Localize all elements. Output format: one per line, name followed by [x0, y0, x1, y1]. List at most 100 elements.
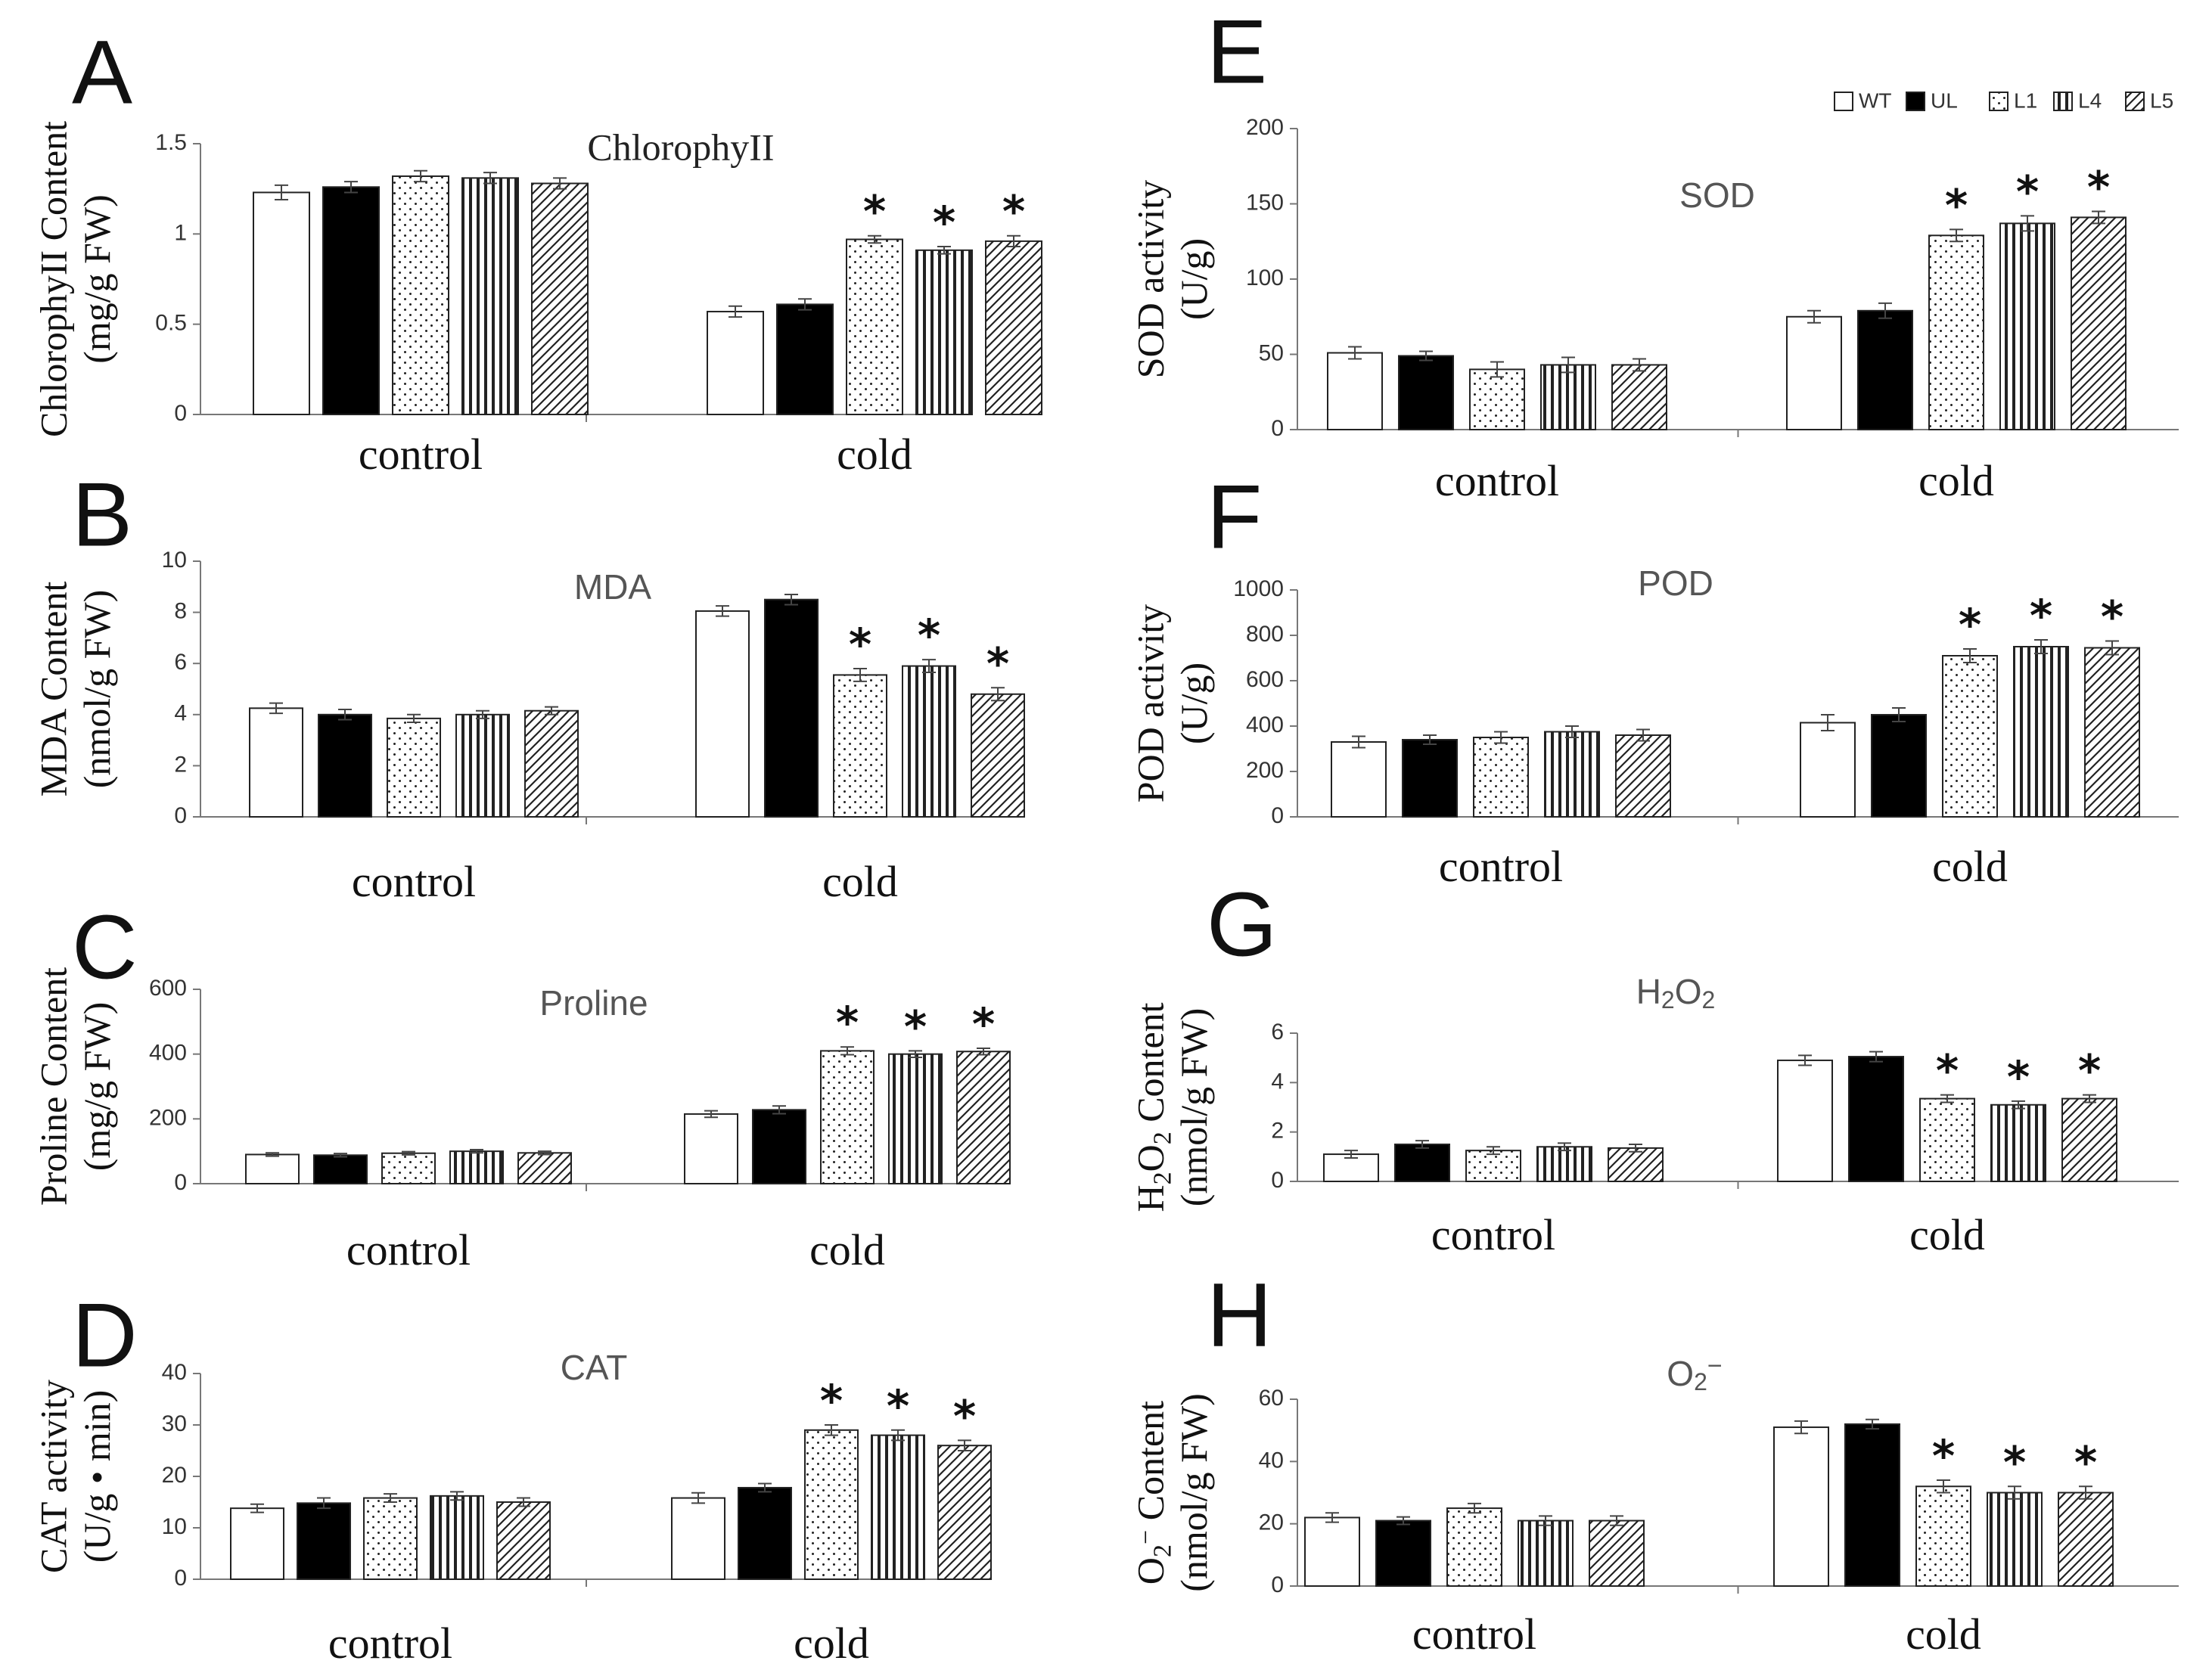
category-label: cold — [1906, 1609, 1981, 1659]
y-tick-label: 6 — [1271, 1020, 1284, 1045]
bar-l4-control — [1518, 1519, 1574, 1588]
bar-l1-cold — [804, 1429, 859, 1581]
significance-marker: * — [986, 638, 1009, 689]
bar-wt-control — [230, 1507, 284, 1581]
bar-wt-cold — [684, 1113, 738, 1184]
y-tick-label: 10 — [162, 1514, 187, 1539]
bar-l5-control — [517, 1152, 572, 1185]
y-axis-label: ChlorophyII Content(mg/g FW) — [33, 121, 119, 437]
bar-l1-control — [387, 717, 441, 818]
y-tick-label: 0 — [1271, 1168, 1284, 1193]
category-label: cold — [1918, 456, 1994, 505]
category-label: control — [352, 857, 476, 906]
y-tick-label: 800 — [1246, 622, 1284, 647]
bar-l5-cold — [937, 1445, 992, 1580]
bar-l1-cold — [1928, 234, 1984, 430]
y-tick-label: 2 — [1271, 1119, 1284, 1144]
y-tick-label: 10 — [162, 548, 187, 573]
panel-g: G H2O2 H2O2 Content(nmol/g FW) 0 2 4 6 control *… — [1129, 874, 2179, 1259]
y-tick-label: 30 — [162, 1411, 187, 1436]
bar-l4-cold — [902, 665, 956, 818]
significance-marker: * — [820, 1375, 843, 1426]
chart-title: MDA — [574, 567, 652, 607]
bar-l5-cold — [2071, 216, 2127, 430]
significance-marker: * — [836, 997, 859, 1048]
bar-ul-control — [1398, 355, 1454, 430]
bar-wt-cold — [671, 1497, 725, 1581]
bar-l4-cold — [2013, 646, 2069, 818]
y-axis-label: O2− Content(nmol/g FW) — [1129, 1393, 1216, 1591]
bar-ul-control — [1375, 1519, 1431, 1588]
legend-swatch-l1 — [1989, 92, 2009, 111]
bar-l5-control — [524, 709, 579, 818]
bar-l1-cold — [833, 674, 887, 818]
significance-marker: * — [953, 1390, 976, 1442]
legend-label: L1 — [2014, 88, 2037, 112]
significance-marker: * — [863, 186, 886, 237]
category-label: cold — [1932, 842, 2008, 891]
chart-title: O2− — [1667, 1352, 1722, 1395]
bar-l5-control — [1615, 734, 1671, 818]
y-tick-label: 6 — [174, 650, 187, 675]
panel-b: B MDA MDA Content(nmol/g FW) 0 2 4 6 8 10 control… — [33, 464, 1025, 906]
bar-wt-control — [245, 1153, 300, 1184]
y-tick-label: 40 — [162, 1360, 187, 1385]
bar-l1-control — [392, 175, 449, 416]
bar-l4-cold — [1987, 1492, 2043, 1587]
panel-label: C — [72, 897, 138, 998]
y-tick-label: 0 — [174, 1170, 187, 1195]
y-tick-label: 2 — [174, 752, 187, 777]
bar-l4-cold — [888, 1053, 943, 1184]
significance-marker: * — [2003, 1436, 2026, 1488]
significance-marker: * — [1002, 186, 1025, 237]
bar-l5-cold — [2084, 647, 2140, 818]
y-tick-label: 200 — [149, 1105, 187, 1130]
chart-title: H2O2 — [1636, 972, 1716, 1013]
legend: WT UL L1 L4 L5 — [1834, 88, 2173, 112]
bar-wt-cold — [707, 310, 764, 415]
bar-l4-control — [430, 1495, 484, 1580]
category-label: cold — [837, 430, 912, 479]
legend-swatch-l4 — [2053, 92, 2073, 111]
y-tick-label: 100 — [1246, 265, 1284, 290]
bar-ul-control — [297, 1502, 351, 1580]
y-axis-label: MDA Content(nmol/g FW) — [33, 582, 119, 797]
y-tick-label: 0 — [174, 1566, 187, 1591]
bar-l1-cold — [1919, 1097, 1975, 1182]
y-tick-label: 50 — [1259, 340, 1284, 365]
legend-label: UL — [1931, 88, 1958, 112]
bar-ul-cold — [776, 303, 834, 415]
bar-ul-control — [1394, 1144, 1450, 1182]
y-tick-label: 0.5 — [155, 311, 187, 336]
significance-marker: * — [1932, 1430, 1955, 1482]
category-label: cold — [809, 1225, 885, 1274]
y-axis-label: Proline Content(mg/g FW) — [33, 967, 119, 1206]
panel-label: B — [72, 464, 132, 566]
bar-ul-control — [322, 186, 380, 415]
bar-l5-control — [1589, 1519, 1645, 1588]
category-label: control — [328, 1619, 452, 1668]
bar-ul-cold — [1844, 1423, 1900, 1588]
bar-l5-control — [531, 182, 589, 416]
y-tick-label: 400 — [1246, 712, 1284, 737]
y-tick-label: 20 — [1259, 1510, 1284, 1535]
bar-wt-control — [249, 707, 303, 818]
bar-l5-control — [496, 1501, 551, 1580]
y-tick-label: 200 — [1246, 115, 1284, 140]
y-axis-label: POD activity(U/g) — [1129, 604, 1216, 802]
bar-l1-control — [381, 1152, 436, 1185]
legend-swatch-l5 — [2125, 92, 2145, 111]
bar-l4-control — [1536, 1146, 1592, 1183]
bar-l5-cold — [985, 240, 1042, 415]
legend-label: L5 — [2150, 88, 2173, 112]
panel-f: F POD POD activity(U/g) 0 200 400 600 800 1000 co… — [1129, 467, 2179, 891]
panel-label: G — [1207, 874, 1277, 976]
bar-wt-control — [1327, 352, 1383, 431]
chart-title: SOD — [1679, 175, 1755, 215]
bar-l4-cold — [1999, 222, 2055, 430]
chart-title: Proline — [539, 983, 648, 1023]
y-tick-label: 600 — [1246, 667, 1284, 692]
category-label: cold — [794, 1619, 869, 1668]
y-tick-label: 150 — [1246, 190, 1284, 215]
y-axis-label: SOD activity(U/g) — [1129, 180, 1216, 378]
